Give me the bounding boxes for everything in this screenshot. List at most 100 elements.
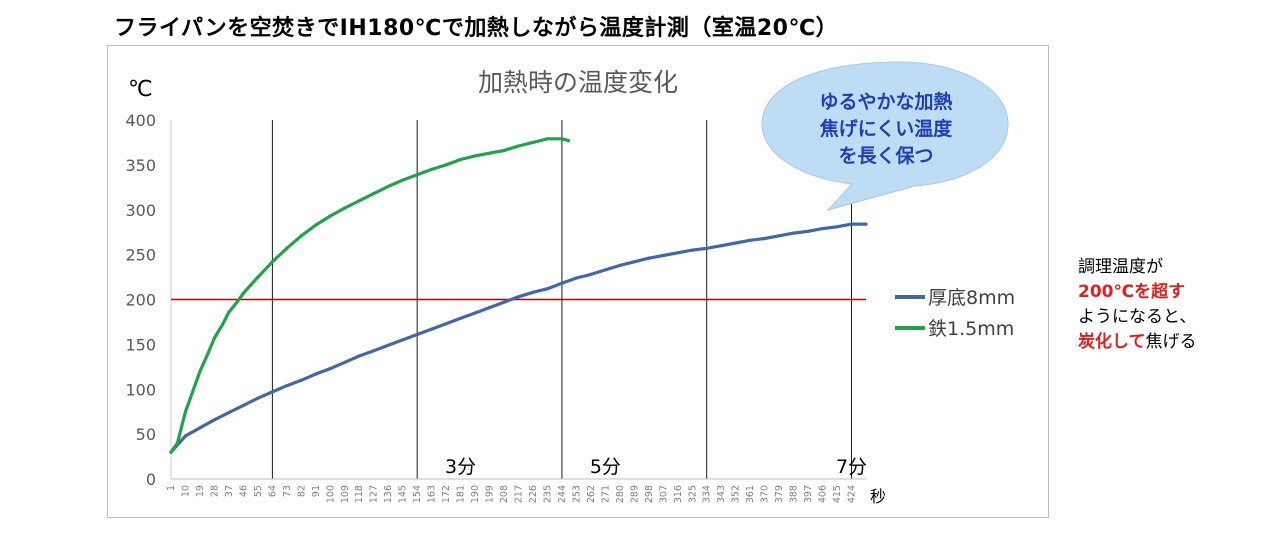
x-tick-label-73: 73	[282, 485, 293, 497]
callout-line-2: 焦げにくい温度	[819, 117, 954, 140]
y-tick-label-350: 350	[125, 156, 156, 175]
x-tick-label-415: 415	[832, 485, 843, 503]
series-0-point	[343, 360, 347, 364]
x-tick-label-1: 1	[166, 485, 177, 491]
series-1-point	[487, 151, 492, 155]
note-line-1: 調理温度が	[1078, 257, 1163, 277]
series-1-point	[430, 167, 434, 171]
series-0-point	[792, 231, 796, 235]
series-1-point	[531, 140, 535, 145]
series-1-point	[299, 234, 303, 238]
series-0-point	[560, 281, 564, 285]
x-tick-label-19: 19	[195, 485, 206, 497]
series-0-point	[401, 338, 405, 342]
series-0-point	[415, 332, 419, 337]
x-tick-label-379: 379	[774, 485, 785, 503]
x-tick-label-352: 352	[731, 485, 742, 503]
series-0-point	[864, 222, 868, 226]
y-tick-label-50: 50	[136, 425, 156, 444]
x-tick-label-208: 208	[499, 485, 510, 503]
y-tick-label-0: 0	[146, 470, 156, 489]
y-tick-label-250: 250	[125, 246, 156, 265]
series-1-point	[227, 310, 231, 314]
series-0-point	[719, 244, 723, 248]
x-tick-label-217: 217	[514, 485, 525, 503]
x-tick-label-181: 181	[456, 485, 467, 503]
x-tick-label-226: 226	[528, 485, 539, 503]
x-tick-label-397: 397	[803, 485, 814, 503]
series-0-point	[849, 222, 854, 226]
note-line-3: ようになると、	[1078, 307, 1197, 327]
x-axis-unit: 秒	[870, 487, 886, 506]
note-line-4: 炭化して焦げる	[1078, 330, 1197, 355]
y-tick-labels: 0 50 100 150 200 250 300 350 400	[125, 111, 156, 489]
series-1-point	[241, 291, 245, 295]
series-0-point	[198, 426, 202, 430]
series-1-point	[386, 184, 390, 189]
series-0-point	[647, 256, 651, 260]
series-1-point	[206, 351, 210, 355]
series-1-point	[191, 387, 196, 391]
series-0-point	[603, 268, 607, 272]
series-0-point	[328, 367, 332, 371]
x-tick-label-136: 136	[383, 485, 394, 503]
series-layer	[169, 137, 868, 454]
series-0-point	[531, 290, 535, 294]
series-1-point	[560, 137, 564, 141]
y-tick-label-300: 300	[125, 201, 156, 220]
x-tick-labels: 1 10 19 28 37 46 55 64 73 82 91 100 109 118 127 136 145 1…	[166, 485, 858, 503]
series-0-point	[748, 238, 752, 242]
series-0-point	[430, 327, 434, 331]
series-0-point	[285, 384, 289, 388]
series-0-point	[299, 378, 303, 382]
x-tick-label-55: 55	[253, 485, 264, 497]
series-1-point	[516, 144, 521, 148]
series-1-point	[343, 206, 347, 210]
x-tick-label-100: 100	[325, 485, 336, 503]
note-rest-text: 焦げる	[1145, 332, 1197, 352]
x-tick-label-316: 316	[673, 485, 684, 503]
legend: 厚底8mm 鉄1.5mm	[895, 287, 1015, 340]
x-tick-label-109: 109	[340, 485, 351, 503]
series-0-point	[372, 349, 376, 353]
series-0-point	[545, 287, 550, 291]
x-tick-label-145: 145	[398, 485, 409, 503]
x-tick-label-154: 154	[412, 485, 423, 503]
x-tick-label-190: 190	[470, 485, 481, 503]
y-tick-label-150: 150	[125, 335, 156, 354]
series-0-point	[473, 311, 477, 315]
page-heading: フライパンを空焚きでIH180℃で加熱しながら温度計測（室温20℃）	[114, 16, 839, 41]
series-1-point	[372, 191, 376, 196]
series-1-point	[256, 275, 260, 279]
series-0-point	[212, 418, 217, 422]
series-0-point	[516, 295, 521, 299]
series-0-point	[835, 225, 839, 229]
x-tick-label-361: 361	[745, 485, 756, 503]
series-1-point	[502, 148, 506, 153]
series-1-point	[458, 157, 463, 162]
series-0-point	[458, 316, 463, 320]
callout-line-1: ゆるやかな加熱	[819, 90, 952, 113]
series-1-point	[175, 441, 180, 445]
x-tick-label-91: 91	[311, 485, 322, 497]
note-line-2: 200℃を超す	[1078, 282, 1186, 302]
x-tick-label-262: 262	[586, 485, 597, 503]
chart-title: 加熱時の温度変化	[478, 68, 678, 97]
x-tick-label-370: 370	[760, 485, 771, 503]
minute-label-1: 3分	[445, 456, 476, 478]
series-0-point	[444, 322, 448, 326]
series-1-point	[285, 246, 289, 250]
series-0-point	[734, 241, 738, 245]
minute-label-2: 5分	[590, 456, 621, 478]
x-tick-label-334: 334	[702, 485, 713, 503]
callout-line-3: を長く保つ	[838, 144, 933, 167]
series-1-point	[415, 173, 419, 177]
series-0-point	[256, 396, 260, 400]
series-0-point	[241, 403, 245, 408]
series-1-point	[212, 336, 217, 340]
legend-label-iron: 鉄1.5mm	[928, 318, 1014, 340]
x-tick-label-280: 280	[615, 485, 626, 503]
x-tick-label-289: 289	[629, 485, 640, 503]
x-tick-label-343: 343	[716, 485, 727, 503]
